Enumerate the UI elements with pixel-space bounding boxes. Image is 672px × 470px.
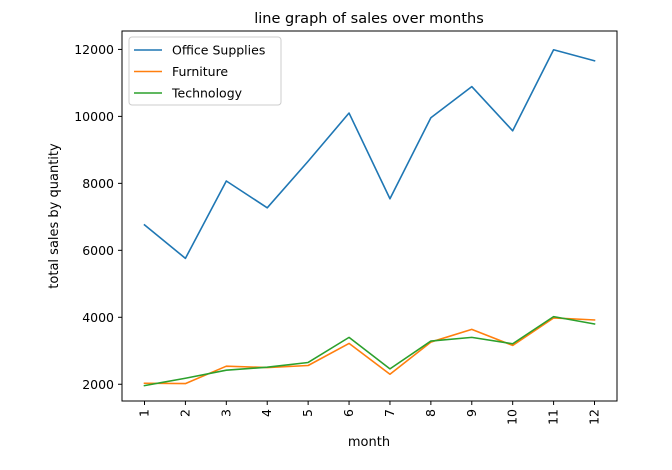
x-tick-label-2: 2 <box>177 409 192 417</box>
x-tick-label-11: 11 <box>546 409 561 425</box>
y-tick-label-8000: 8000 <box>82 176 114 191</box>
y-tick-label-2000: 2000 <box>82 377 114 392</box>
axes-layer: 1 2 3 4 5 6 7 8 9 10 11 122000400060008000100001200… <box>74 42 601 425</box>
y-tick-label-4000: 4000 <box>82 310 114 325</box>
x-tick-label-12: 12 <box>587 409 602 425</box>
x-tick-label-6: 6 <box>341 409 356 417</box>
y-tick-label-10000: 10000 <box>74 109 114 124</box>
plot-frame <box>121 30 618 402</box>
chart-title: line graph of sales over months <box>254 11 484 27</box>
legend-frame <box>128 36 282 106</box>
x-tick-label-9: 9 <box>464 409 479 417</box>
series-layer <box>143 48 596 387</box>
x-tick-label-4: 4 <box>259 409 274 417</box>
series-line-office-supplies <box>143 48 596 260</box>
legend-label-furniture: Furniture <box>172 64 228 79</box>
legend-label-office-supplies: Office Supplies <box>172 43 265 58</box>
y-tick-label-6000: 6000 <box>82 243 114 258</box>
x-tick-label-1: 1 <box>137 409 152 417</box>
x-tick-label-7: 7 <box>382 409 397 417</box>
legend-label-technology: Technology <box>171 86 243 101</box>
x-tick-label-8: 8 <box>423 409 438 417</box>
legend-items: Office Supplies Furniture Technology <box>134 43 265 101</box>
x-tick-label-3: 3 <box>218 409 233 417</box>
legend: Office Supplies Furniture Technology <box>128 36 282 106</box>
y-axis-label: total sales by quantity <box>47 143 62 289</box>
x-tick-label-10: 10 <box>505 409 520 425</box>
x-tick-label-5: 5 <box>300 409 315 417</box>
x-axis-label: month <box>348 435 390 450</box>
series-line-furniture <box>143 317 596 385</box>
series-line-technology <box>143 315 596 387</box>
y-tick-label-12000: 12000 <box>74 42 114 57</box>
